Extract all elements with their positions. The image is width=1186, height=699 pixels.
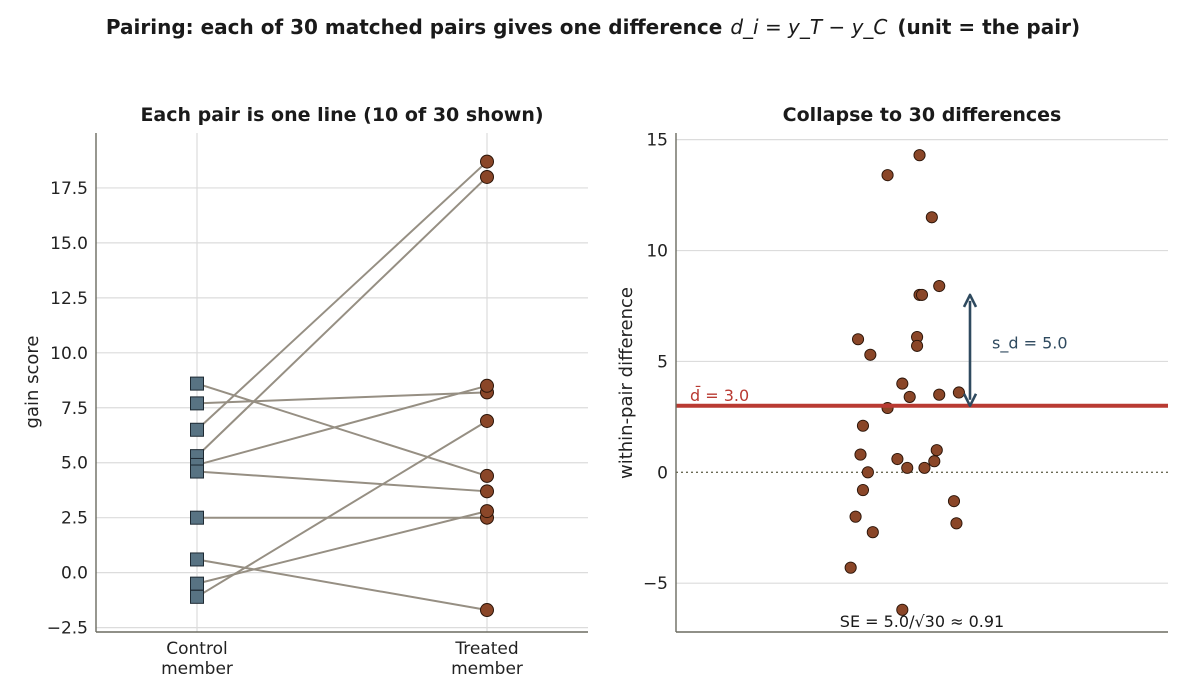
difference-point-13 bbox=[901, 461, 914, 474]
difference-point-16 bbox=[911, 339, 924, 352]
right-y-tick-label-3: 10 bbox=[646, 242, 668, 262]
right-y-tick-label-2: 5 bbox=[657, 352, 668, 372]
difference-point-11 bbox=[891, 452, 904, 466]
pair-line-2 bbox=[196, 160, 488, 431]
difference-point-0 bbox=[844, 561, 857, 574]
left-tick-labels: −2.50.02.55.07.510.012.515.017.5Controlm… bbox=[47, 179, 523, 679]
left-panel-title: Each pair is one line (10 of 30 shown) bbox=[140, 104, 543, 126]
pair-line-8 bbox=[196, 510, 488, 585]
se-label: SE = 5.0/√30 ≈ 0.91 bbox=[840, 612, 1004, 631]
treated-marker-3 bbox=[480, 169, 494, 184]
difference-point-14 bbox=[903, 390, 916, 403]
treated-marker-8 bbox=[480, 504, 494, 519]
control-marker-1 bbox=[190, 396, 204, 411]
difference-point-19 bbox=[913, 149, 926, 162]
left-y-tick-label-8: 17.5 bbox=[50, 179, 88, 199]
treated-marker-2 bbox=[480, 154, 494, 169]
right-panel: Collapse to 30 differences d̄ = 3.0 s_d =… bbox=[616, 104, 1168, 633]
left-grid bbox=[96, 133, 588, 632]
left-y-axis-label: gain score bbox=[22, 336, 43, 429]
difference-point-29 bbox=[896, 603, 909, 616]
pair-line-5 bbox=[196, 470, 488, 493]
difference-point-6 bbox=[861, 466, 874, 479]
difference-point-20 bbox=[918, 461, 931, 474]
sd-arrow-head-bottom bbox=[962, 393, 978, 408]
difference-point-27 bbox=[950, 517, 963, 530]
difference-point-25 bbox=[933, 388, 946, 401]
pair-line-4 bbox=[196, 384, 488, 466]
right-y-axis-label: within-pair difference bbox=[616, 287, 637, 479]
sd-arrow-head-top bbox=[962, 293, 978, 308]
difference-point-24 bbox=[933, 279, 946, 293]
left-y-tick-label-3: 5.0 bbox=[61, 454, 88, 474]
control-marker-7 bbox=[190, 552, 204, 567]
left-y-tick-label-2: 2.5 bbox=[61, 509, 88, 529]
difference-point-8 bbox=[866, 526, 879, 539]
pair-line-3 bbox=[196, 176, 488, 457]
right-y-tick-label-1: 0 bbox=[657, 463, 668, 483]
difference-point-18 bbox=[915, 288, 929, 301]
right-grid bbox=[676, 139, 1168, 584]
sd-label: s_d = 5.0 bbox=[992, 333, 1068, 353]
left-axes bbox=[95, 133, 588, 633]
figure-title: Pairing: each of 30 matched pairs gives … bbox=[106, 15, 1080, 39]
mean-label: d̄ = 3.0 bbox=[690, 386, 749, 405]
pair-line-0 bbox=[196, 382, 488, 477]
right-y-tick-label-4: 15 bbox=[646, 131, 668, 151]
left-panel: Each pair is one line (10 of 30 shown) −… bbox=[22, 104, 588, 679]
difference-point-12 bbox=[896, 377, 909, 390]
left-x-tick-label-1-0: Treated bbox=[454, 639, 518, 659]
difference-point-3 bbox=[854, 448, 867, 461]
control-marker-2 bbox=[190, 422, 204, 437]
control-marker-6 bbox=[190, 510, 204, 525]
left-y-tick-label-6: 12.5 bbox=[50, 289, 88, 309]
pair-line-7 bbox=[196, 558, 488, 612]
right-panel-title: Collapse to 30 differences bbox=[783, 104, 1062, 126]
difference-point-7 bbox=[864, 348, 877, 361]
control-marker-8 bbox=[190, 576, 204, 591]
right-axes bbox=[675, 133, 1168, 633]
pair-markers bbox=[190, 154, 494, 618]
left-y-tick-label-7: 15.0 bbox=[50, 234, 88, 254]
difference-point-4 bbox=[856, 484, 870, 497]
difference-point-22 bbox=[928, 455, 941, 468]
left-y-tick-label-1: 0.0 bbox=[61, 564, 88, 584]
pair-line-9 bbox=[196, 420, 488, 598]
control-marker-5 bbox=[190, 464, 204, 479]
difference-point-2 bbox=[856, 419, 870, 432]
difference-point-21 bbox=[925, 211, 938, 224]
treated-marker-7 bbox=[480, 603, 494, 618]
treated-marker-9 bbox=[480, 413, 494, 428]
right-annotations: d̄ = 3.0 s_d = 5.0 SE = 5.0/√30 ≈ 0.91 bbox=[676, 293, 1168, 631]
left-x-tick-label-0-0: Control bbox=[166, 639, 227, 659]
right-tick-labels: −5 0 5 10 15 bbox=[643, 131, 668, 595]
difference-point-1 bbox=[851, 333, 865, 346]
pair-line-1 bbox=[196, 391, 488, 405]
left-y-tick-label-5: 10.0 bbox=[50, 344, 88, 364]
treated-marker-0 bbox=[480, 468, 494, 483]
figure-title-formula: d_i = y_T − y_C bbox=[730, 15, 887, 39]
difference-point-23 bbox=[930, 444, 943, 457]
treated-marker-4 bbox=[480, 378, 494, 393]
control-marker-9 bbox=[190, 589, 204, 604]
left-y-tick-label-0: −2.5 bbox=[47, 619, 88, 639]
treated-marker-5 bbox=[480, 484, 494, 499]
pair-lines bbox=[196, 160, 488, 612]
difference-point-9 bbox=[881, 169, 894, 182]
figure-title-tail: (unit = the pair) bbox=[897, 15, 1080, 39]
difference-point-28 bbox=[952, 386, 965, 399]
difference-point-5 bbox=[849, 510, 862, 523]
figure-title-main: Pairing: each of 30 matched pairs gives … bbox=[106, 15, 722, 39]
left-x-tick-label-1-1: member bbox=[451, 659, 523, 679]
left-y-tick-label-4: 7.5 bbox=[61, 399, 88, 419]
right-y-tick-label-0: −5 bbox=[643, 574, 668, 594]
difference-points bbox=[844, 149, 965, 616]
control-marker-0 bbox=[190, 376, 204, 391]
left-x-tick-label-0-1: member bbox=[161, 659, 233, 679]
difference-point-26 bbox=[947, 495, 961, 508]
